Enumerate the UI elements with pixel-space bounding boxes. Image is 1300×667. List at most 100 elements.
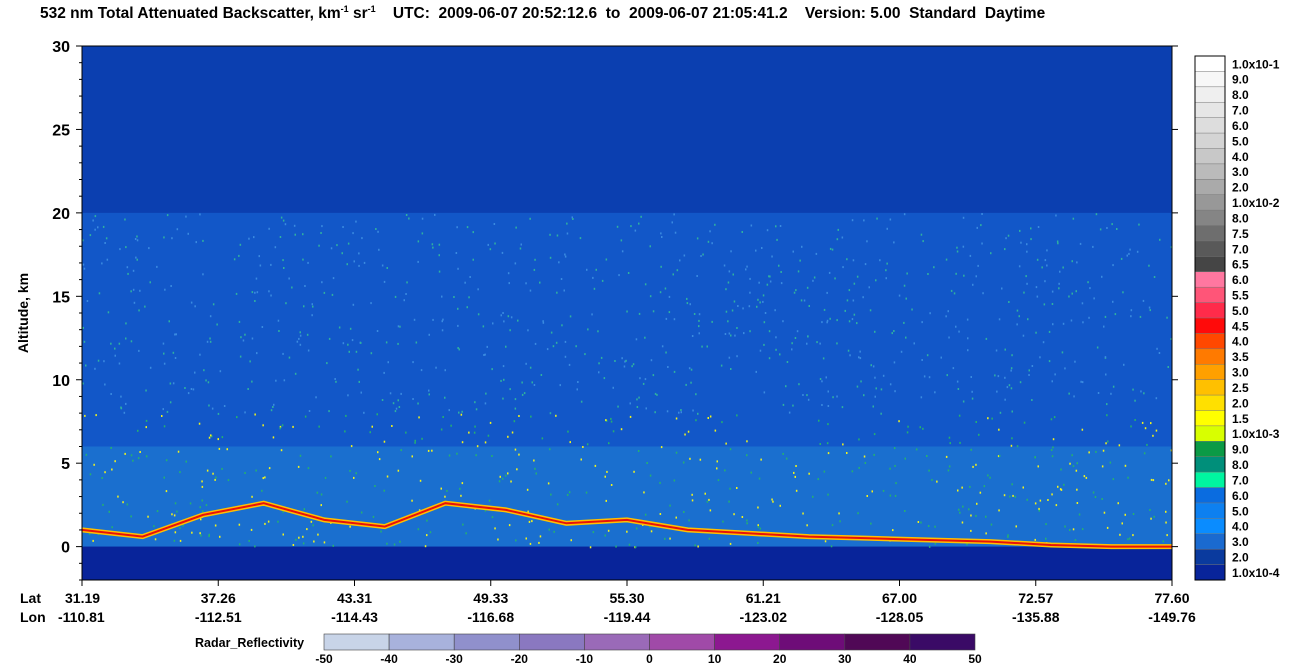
noise-pixel — [460, 413, 463, 416]
noise-pixel — [945, 315, 947, 318]
noise-pixel — [261, 489, 263, 492]
noise-pixel — [998, 454, 1001, 457]
noise-pixel — [801, 245, 803, 248]
noise-pixel — [130, 515, 132, 518]
noise-pixel — [958, 508, 960, 511]
noise-pixel — [205, 504, 208, 507]
noise-pixel — [800, 299, 803, 302]
noise-pixel — [444, 369, 446, 372]
radar-swatch — [584, 633, 650, 651]
noise-pixel — [444, 495, 446, 498]
noise-pixel — [194, 371, 196, 374]
noise-pixel — [1110, 392, 1112, 395]
noise-pixel — [1036, 295, 1039, 298]
noise-pixel — [1117, 502, 1119, 505]
noise-pixel — [212, 303, 215, 306]
x-tick-lon: -112.51 — [195, 609, 242, 625]
noise-pixel — [629, 415, 632, 418]
noise-pixel — [779, 225, 782, 227]
noise-pixel — [321, 281, 323, 284]
noise-pixel — [403, 299, 405, 302]
noise-pixel — [889, 467, 891, 470]
radar-swatch — [453, 633, 520, 651]
noise-pixel — [669, 537, 671, 540]
noise-pixel — [270, 294, 272, 297]
noise-pixel — [894, 494, 897, 497]
noise-pixel — [125, 402, 127, 405]
noise-pixel — [298, 337, 300, 340]
noise-pixel — [559, 384, 561, 387]
noise-pixel — [635, 338, 638, 341]
noise-pixel — [649, 295, 652, 298]
noise-pixel — [349, 525, 351, 528]
noise-pixel — [556, 503, 559, 506]
noise-pixel — [763, 321, 766, 324]
noise-pixel — [1124, 464, 1127, 467]
noise-pixel — [660, 232, 662, 235]
noise-pixel — [975, 275, 977, 278]
noise-pixel — [482, 325, 485, 328]
colorbar-swatch — [1194, 425, 1226, 442]
noise-pixel — [730, 250, 732, 253]
colorbar-label: 3.0 — [1232, 165, 1249, 179]
colorbar-swatch — [1194, 564, 1226, 581]
colorbar-label: 5.0 — [1232, 504, 1249, 518]
noise-pixel — [711, 320, 713, 323]
noise-pixel — [1062, 322, 1065, 325]
noise-pixel — [994, 374, 996, 377]
noise-pixel — [966, 318, 969, 321]
noise-pixel — [997, 455, 1000, 458]
noise-pixel — [947, 469, 950, 472]
noise-pixel — [859, 350, 861, 353]
noise-pixel — [946, 374, 948, 377]
noise-pixel — [893, 241, 895, 244]
title-main: 532 nm Total Attenuated Backscatter, km — [40, 5, 341, 23]
noise-pixel — [268, 467, 271, 470]
noise-pixel — [318, 244, 320, 247]
noise-pixel — [418, 509, 421, 512]
noise-pixel — [780, 282, 783, 285]
noise-pixel — [707, 240, 710, 243]
noise-pixel — [623, 365, 626, 368]
noise-pixel — [1139, 315, 1142, 318]
noise-pixel — [1103, 325, 1105, 328]
noise-pixel — [355, 220, 357, 223]
noise-pixel — [518, 453, 520, 456]
noise-pixel — [889, 494, 892, 497]
noise-pixel — [905, 297, 907, 300]
noise-pixel — [200, 518, 202, 521]
colorbar-swatch — [1194, 302, 1226, 319]
noise-pixel — [895, 482, 897, 485]
noise-pixel — [93, 463, 95, 466]
noise-pixel — [211, 435, 213, 438]
noise-pixel — [626, 310, 628, 313]
noise-pixel — [775, 336, 777, 339]
noise-pixel — [457, 267, 459, 270]
noise-pixel — [353, 260, 355, 263]
noise-pixel — [926, 455, 928, 457]
colorbar-swatch — [1194, 533, 1226, 550]
colorbar-swatch — [1194, 194, 1226, 211]
noise-pixel — [393, 543, 396, 546]
noise-pixel — [1120, 257, 1123, 260]
noise-pixel — [779, 353, 781, 356]
noise-pixel — [527, 329, 529, 332]
noise-pixel — [1170, 338, 1172, 340]
noise-pixel — [341, 252, 343, 255]
noise-pixel — [991, 417, 993, 420]
noise-pixel — [952, 367, 955, 370]
colorbar-swatch — [1194, 471, 1226, 489]
noise-pixel — [469, 276, 471, 278]
noise-pixel — [206, 469, 209, 472]
noise-pixel — [441, 320, 443, 323]
noise-pixel — [802, 394, 804, 396]
colorbar-label: 9.0 — [1232, 443, 1249, 457]
noise-pixel — [466, 306, 468, 309]
noise-pixel — [793, 471, 795, 474]
noise-pixel — [346, 263, 348, 266]
noise-pixel — [489, 421, 492, 424]
noise-pixel — [673, 370, 676, 373]
noise-pixel — [217, 438, 219, 441]
noise-pixel — [620, 428, 623, 431]
noise-pixel — [163, 362, 166, 365]
